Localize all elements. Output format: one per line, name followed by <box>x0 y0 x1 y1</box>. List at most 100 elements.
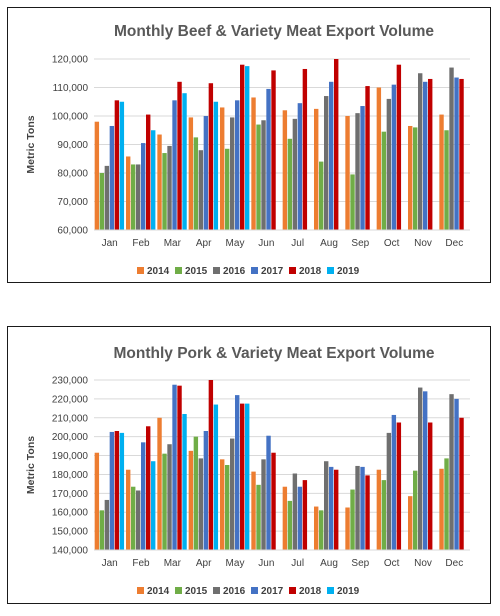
beef-bar-2018-jul <box>302 68 308 230</box>
beef-x-tick-label: Apr <box>196 238 212 249</box>
beef-legend-swatch-2015 <box>175 267 182 274</box>
pork-bar-2017-jun <box>266 435 271 550</box>
pork-y-tick-label: 190,000 <box>52 451 89 462</box>
pork-bar-2014-jan <box>94 452 100 550</box>
pork-bar-2014-oct <box>376 469 382 550</box>
pork-bar-2019-feb <box>151 461 156 550</box>
beef-bar-2017-oct <box>391 84 397 231</box>
beef-x-tick-label: Nov <box>414 238 432 249</box>
beef-bar-2014-may <box>220 107 225 230</box>
beef-legend-swatch-2014 <box>137 267 144 274</box>
beef-bar-2016-feb <box>136 164 141 230</box>
pork-bar-2015-sep <box>350 489 355 550</box>
beef-legend-label-2014: 2014 <box>147 266 170 277</box>
beef-bar-2016-jun <box>261 120 266 230</box>
beef-bar-2015-jun <box>256 124 261 230</box>
pork-bar-2016-jun <box>261 459 266 550</box>
pork-bar-2014-nov <box>408 496 413 550</box>
pork-bar-2014-jun <box>251 471 256 550</box>
pork-bar-2014-aug <box>314 506 319 550</box>
beef-y-tick-label: 60,000 <box>57 226 88 237</box>
pork-x-tick-label: Feb <box>132 558 150 569</box>
pork-x-tick-label: Apr <box>196 558 212 569</box>
beef-bar-2016-jul <box>292 118 298 230</box>
pork-y-tick-label: 180,000 <box>52 470 89 481</box>
pork-bar-2015-may <box>225 465 230 550</box>
pork-bar-2016-feb <box>136 490 141 550</box>
beef-bar-2018-jan <box>114 100 120 230</box>
pork-bar-2016-nov <box>418 387 423 550</box>
pork-y-tick-label: 220,000 <box>52 394 89 405</box>
pork-bar-2018-jun <box>271 452 276 550</box>
pork-bar-2014-jul <box>282 486 288 550</box>
beef-bar-2014-nov <box>408 125 413 230</box>
pork-y-tick-label: 150,000 <box>52 527 89 538</box>
beef-bar-2017-sep <box>360 106 365 230</box>
beef-bar-2015-apr <box>193 137 199 230</box>
beef-bar-2016-may <box>230 117 235 230</box>
pork-bar-2017-jan <box>109 431 115 550</box>
pork-bar-2014-sep <box>345 507 350 550</box>
pork-bar-2018-may <box>240 403 245 550</box>
pork-y-tick-label: 200,000 <box>52 432 89 443</box>
pork-bar-2015-apr <box>193 436 199 550</box>
beef-y-tick-label: 100,000 <box>52 112 89 123</box>
beef-x-tick-label: Aug <box>320 238 338 249</box>
beef-bar-2016-nov <box>418 73 423 230</box>
pork-x-tick-label: Mar <box>164 558 182 569</box>
beef-bar-2015-sep <box>350 174 355 230</box>
beef-chart-panel: Monthly Beef & Variety Meat Export Volum… <box>7 7 491 283</box>
beef-x-tick-label: Jan <box>102 238 118 249</box>
beef-y-tick-label: 110,000 <box>53 83 89 94</box>
pork-bar-2019-apr <box>213 404 219 550</box>
beef-bar-2019-may <box>245 66 250 230</box>
pork-legend-swatch-2017 <box>251 587 258 594</box>
pork-y-tick-label: 160,000 <box>52 508 89 519</box>
beef-bar-2017-jan <box>109 125 115 230</box>
beef-bar-2017-dec <box>454 77 459 231</box>
pork-bar-2017-feb <box>141 442 146 550</box>
beef-bar-2016-apr <box>198 150 204 230</box>
pork-bar-2016-oct <box>386 432 392 550</box>
beef-bar-2018-nov <box>428 78 433 230</box>
beef-x-tick-label: Jul <box>291 238 304 249</box>
pork-legend-label-2015: 2015 <box>185 586 208 597</box>
beef-bar-2015-jul <box>287 138 293 230</box>
pork-bar-2019-mar <box>182 414 187 550</box>
beef-chart: Monthly Beef & Variety Meat Export Volum… <box>25 23 470 277</box>
pork-bar-2014-feb <box>126 469 131 550</box>
beef-y-tick-label: 70,000 <box>57 197 88 208</box>
pork-bar-2018-oct <box>396 422 402 550</box>
pork-bar-2017-nov <box>423 391 428 550</box>
beef-bar-2019-mar <box>182 93 187 230</box>
beef-bar-2018-aug <box>334 59 339 230</box>
pork-bar-2015-jan <box>99 510 105 550</box>
pork-bar-2016-mar <box>167 444 172 550</box>
beef-bar-2018-sep <box>365 86 370 230</box>
pork-legend-swatch-2018 <box>289 587 296 594</box>
pork-bar-2014-apr <box>188 450 194 550</box>
beef-bar-2017-feb <box>141 143 146 230</box>
pork-bar-2014-dec <box>439 468 444 550</box>
beef-bar-2016-aug <box>324 96 329 230</box>
beef-y-tick-label: 90,000 <box>57 140 88 151</box>
pork-legend-label-2017: 2017 <box>261 586 284 597</box>
pork-bar-2017-may <box>235 395 240 550</box>
beef-bar-2019-feb <box>151 130 156 230</box>
beef-bar-2019-jan <box>119 101 125 230</box>
beef-bar-2017-apr <box>203 116 209 230</box>
beef-legend-swatch-2018 <box>289 267 296 274</box>
beef-x-tick-label: May <box>226 238 245 249</box>
pork-bar-2018-jan <box>114 431 120 550</box>
beef-legend-label-2015: 2015 <box>185 266 208 277</box>
beef-legend-swatch-2019 <box>327 267 334 274</box>
beef-bar-2014-aug <box>314 108 319 230</box>
beef-x-tick-label: Sep <box>351 238 369 249</box>
beef-x-tick-label: Feb <box>132 238 150 249</box>
pork-y-tick-label: 230,000 <box>52 376 89 387</box>
pork-bar-2016-dec <box>449 394 454 550</box>
pork-bar-2017-apr <box>203 431 209 550</box>
pork-bar-2018-feb <box>146 426 151 550</box>
beef-bar-2014-dec <box>439 114 444 230</box>
pork-x-tick-label: Aug <box>320 558 338 569</box>
